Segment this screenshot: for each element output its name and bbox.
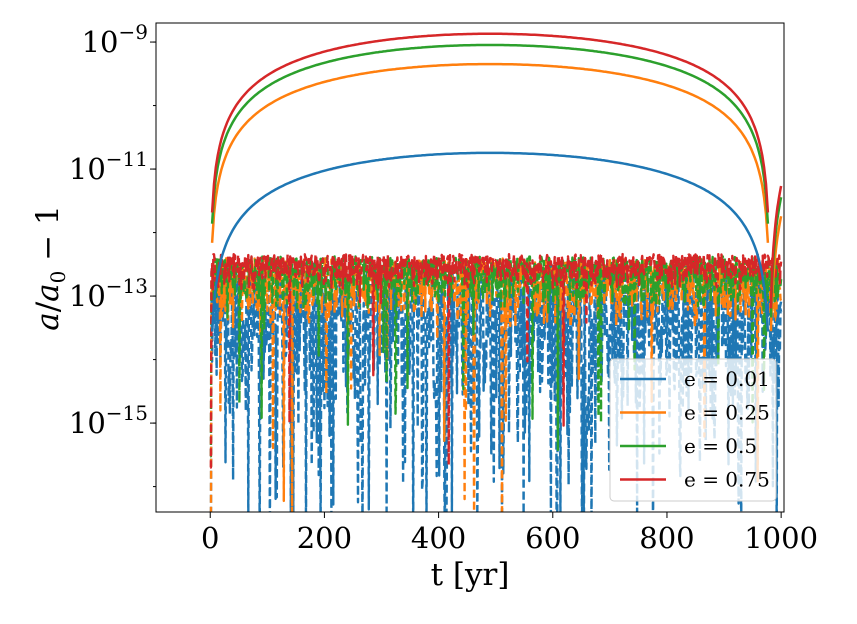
- y-label-a0-base: a: [30, 283, 66, 301]
- series-smooth-2: [210, 43, 770, 224]
- x-tick-label: 0: [201, 521, 219, 555]
- legend-label-2: e = 0.5: [684, 434, 757, 458]
- x-tick-label: 800: [639, 521, 694, 555]
- plot-frame: [155, 22, 785, 513]
- series-dashed-3: [209, 252, 783, 469]
- series-tail-0: [769, 301, 783, 359]
- x-axis-ticks: 0 200 400 600 800 1000: [201, 512, 818, 555]
- y-axis-label: a/a0 − 1: [30, 205, 70, 331]
- legend-box: [609, 358, 777, 502]
- y-axis-ticks: 10−9 10−11 10−13 10−15: [69, 20, 156, 488]
- x-tick-label: 600: [525, 521, 580, 555]
- x-tick-label: 200: [297, 521, 352, 555]
- plot-curves: [209, 32, 783, 512]
- y-label-a0-sub: 0: [46, 271, 70, 284]
- y-tick-label: 10−9: [82, 20, 148, 59]
- x-tick-label: 400: [411, 521, 466, 555]
- y-tick-label: 10−11: [69, 147, 148, 186]
- y-tick-label: 10−15: [69, 401, 148, 440]
- x-tick-label: 1000: [744, 521, 818, 555]
- legend-label-3: e = 0.75: [684, 468, 770, 492]
- y-label-sep: /: [30, 301, 66, 312]
- series-smooth-3: [210, 32, 770, 213]
- series-smooth-0: [210, 151, 770, 332]
- y-tick-label: 10−13: [69, 274, 148, 313]
- legend-label-0: e = 0.01: [684, 367, 770, 391]
- y-label-a: a: [30, 312, 66, 330]
- legend: e = 0.01 e = 0.25 e = 0.5 e = 0.75: [609, 358, 777, 502]
- y-label-tail: − 1: [30, 205, 66, 270]
- series-smooth-1: [210, 62, 770, 243]
- series-dashed-2: [209, 255, 783, 458]
- series-tail-3: [769, 185, 783, 309]
- x-axis-label: t [yr]: [431, 557, 510, 593]
- legend-label-1: e = 0.25: [684, 401, 770, 425]
